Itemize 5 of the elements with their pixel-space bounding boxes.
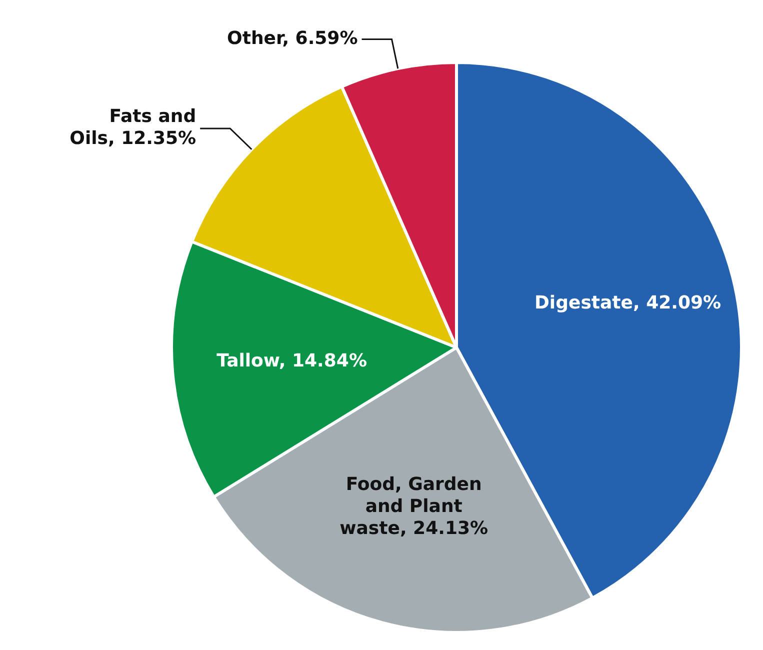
slice-label: Fats and Oils, 12.35% [70, 106, 196, 150]
slice-label: Other, 6.59% [227, 28, 358, 49]
slice-label: Tallow, 14.84% [216, 350, 367, 372]
slice-label: Digestate, 42.09% [534, 292, 722, 314]
slice-label: Food, Garden and Plant waste, 24.13% [340, 474, 488, 539]
